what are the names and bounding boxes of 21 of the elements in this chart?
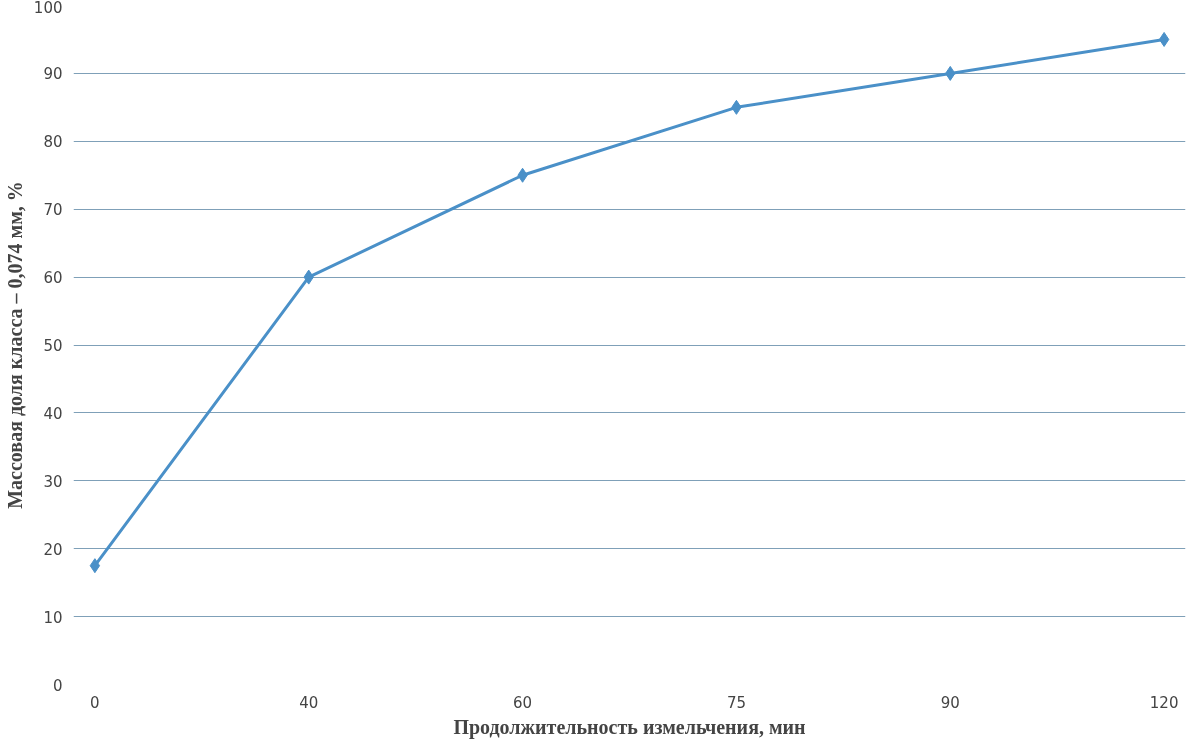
x-axis-title: Продолжительность измельчения, мин <box>453 715 806 739</box>
point <box>1158 31 1170 47</box>
y-tick-label: 20 <box>43 540 63 559</box>
x-tick-label: 75 <box>726 693 746 712</box>
y-tick-label: 10 <box>43 608 63 627</box>
point <box>89 558 101 574</box>
y-tick-label: 40 <box>43 404 63 423</box>
x-tick-label: 40 <box>299 693 319 712</box>
y-tick-label: 0 <box>52 676 63 695</box>
y-tick-label: 80 <box>43 133 63 152</box>
y-tick-label: 70 <box>43 201 63 220</box>
y-tick-label: 100 <box>33 0 63 17</box>
y-axis-title: Массовая доля класса – 0,074 мм, % <box>3 181 26 509</box>
y-tick-label: 60 <box>43 269 63 288</box>
x-tick-label: 60 <box>513 693 533 712</box>
y-tick-label: 50 <box>43 337 63 355</box>
y-tick-label: 30 <box>43 472 63 491</box>
y-tick-label: 90 <box>43 65 63 84</box>
x-tick-label: 90 <box>940 693 960 712</box>
x-tick-label: 0 <box>90 693 100 712</box>
x-tick-label: 120 <box>1149 693 1179 712</box>
